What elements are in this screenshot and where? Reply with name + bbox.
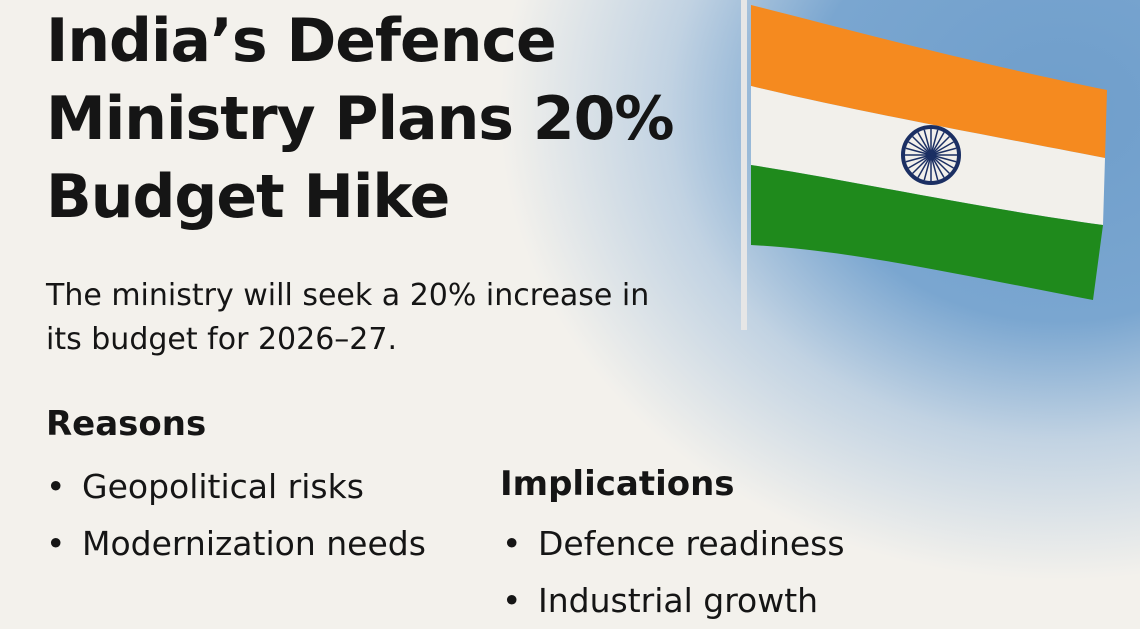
reasons-heading: Reasons — [46, 404, 207, 444]
list-item: Defence readiness — [502, 515, 845, 572]
chakra-spoke — [917, 132, 932, 156]
chakra-spoke — [930, 129, 939, 156]
flag-green-band — [751, 165, 1103, 300]
chakra-spoke — [912, 136, 932, 156]
headline: India’s Defence Ministry Plans 20% Budge… — [46, 6, 675, 232]
chakra-spoke — [930, 132, 945, 156]
chakra-spoke — [930, 154, 957, 163]
chakra-spoke — [930, 136, 950, 156]
list-item: Modernization needs — [46, 515, 426, 572]
chakra-spoke — [930, 154, 950, 174]
subheadline: The ministry will seek a 20% increase in… — [46, 278, 650, 357]
chakra-spoke — [923, 154, 932, 181]
chakra-spoke — [908, 154, 932, 169]
chakra-spoke — [917, 154, 932, 178]
chakra-spoke — [905, 154, 932, 163]
chakra-spoke — [905, 147, 932, 156]
ashoka-chakra-icon — [901, 125, 961, 185]
chakra-spoke — [930, 154, 954, 169]
list-item: Industrial growth — [502, 572, 845, 629]
flag-saffron-band — [751, 5, 1107, 158]
implications-list: Defence readiness Industrial growth — [502, 515, 845, 629]
reasons-list: Geopolitical risks Modernization needs — [46, 458, 426, 572]
flag-pole — [741, 0, 747, 330]
chakra-spoke — [930, 147, 957, 156]
list-item: Geopolitical risks — [46, 458, 426, 515]
implications-heading: Implications — [500, 464, 735, 504]
chakra-spoke — [912, 154, 932, 174]
chakra-spoke — [908, 141, 932, 156]
chakra-spoke — [930, 154, 945, 178]
chakra-spoke — [930, 141, 954, 156]
chakra-spoke — [923, 129, 932, 156]
chakra-spoke — [930, 154, 939, 181]
